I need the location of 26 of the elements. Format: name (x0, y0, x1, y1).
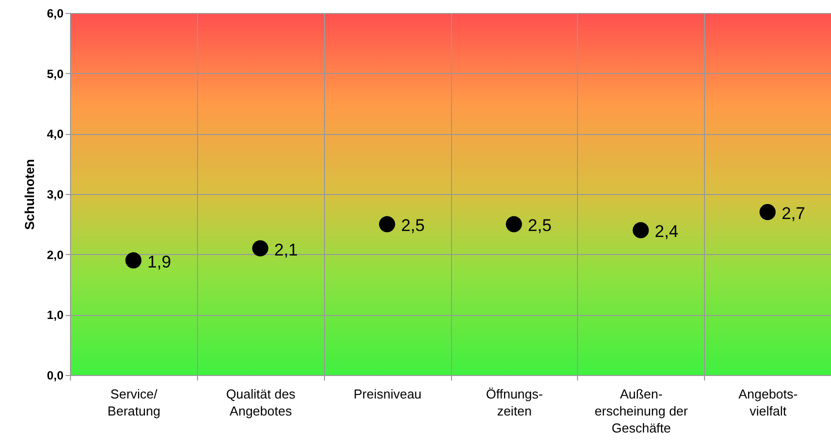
data-label: 2,5 (401, 216, 425, 236)
point (632, 222, 649, 238)
x-tick-label: Angebots- vielfalt (738, 386, 798, 418)
point (125, 252, 142, 268)
y-tick-label: 5,0 (46, 66, 64, 81)
x-tick-label: Preisniveau (354, 386, 422, 402)
y-tick-label: 4,0 (46, 127, 64, 142)
y-tick-label: 6,0 (46, 6, 64, 20)
y-axis-title: Schulnoten (22, 159, 37, 230)
y-tick-label: 3,0 (46, 188, 64, 202)
x-tick-label: Service/ Beratung (108, 386, 160, 418)
y-tick-label: 2,0 (46, 248, 64, 262)
data-label: 2,4 (654, 222, 678, 242)
point (760, 204, 776, 220)
y-tick-label: 0,0 (46, 368, 64, 382)
x-tick-label: Öffnungs- zeiten (486, 386, 543, 418)
point (379, 216, 396, 232)
data-label: 1,9 (147, 252, 172, 272)
x-tick-label: Qualität des Angebotes (226, 386, 296, 418)
data-label: 2,1 (274, 240, 298, 260)
y-tick-label: 1,0 (46, 308, 64, 322)
data-label: 2,5 (528, 216, 552, 236)
point (252, 240, 268, 256)
point (506, 216, 522, 232)
data-label: 2,7 (782, 204, 806, 224)
x-tick-label: Außen- erscheinung der Geschäfte (594, 386, 689, 436)
